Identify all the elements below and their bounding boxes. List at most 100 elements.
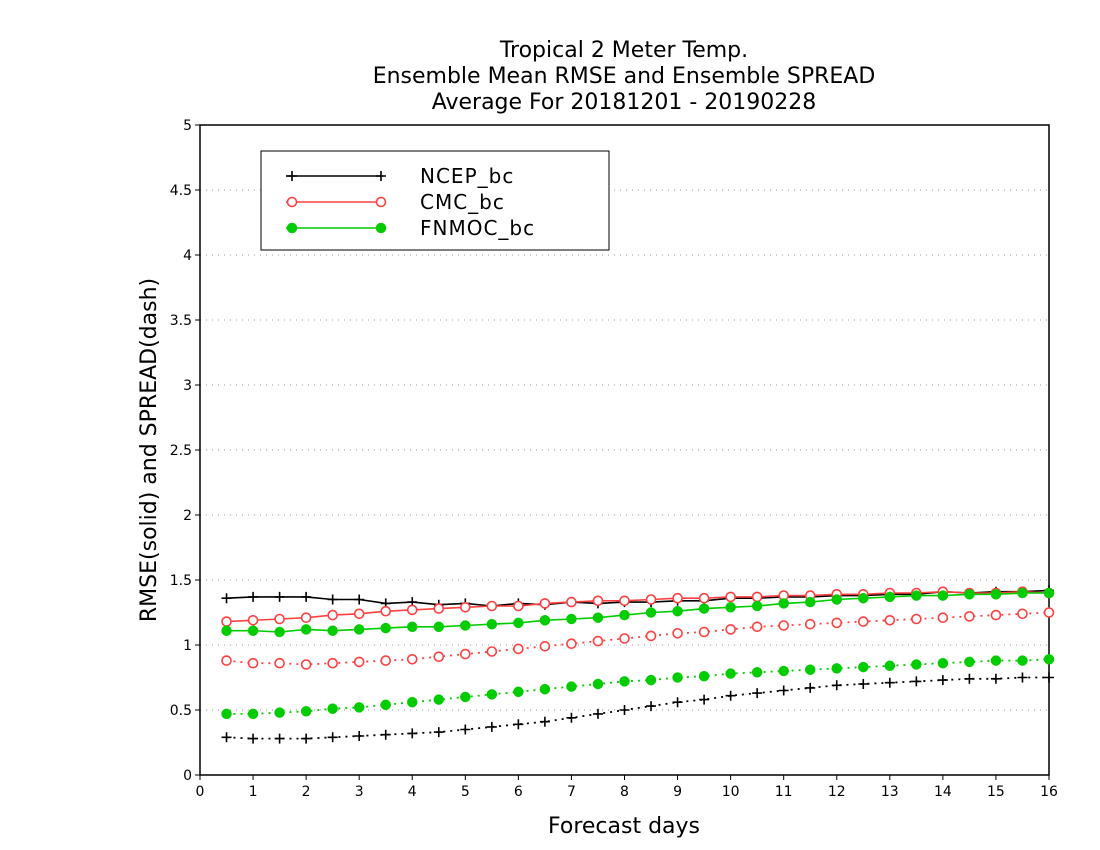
grid-lines — [200, 189, 1049, 711]
rmse-point — [858, 592, 869, 604]
spread-point — [884, 614, 896, 626]
x-axis-title: Forecast days — [548, 814, 700, 839]
title-line-1: Tropical 2 Meter Temp. — [499, 38, 748, 63]
x-tick-label: 2 — [302, 784, 311, 800]
rmse-point — [460, 620, 471, 631]
x-tick-label: 10 — [722, 784, 740, 800]
spread-point — [805, 682, 816, 693]
spread-point — [513, 686, 524, 698]
spread-point — [1017, 655, 1028, 666]
title-line-3: Average For 20181201 - 20190228 — [432, 90, 817, 115]
spread-point — [672, 697, 683, 708]
spread-point — [804, 618, 816, 630]
rmse-point — [539, 615, 551, 626]
spread-point — [486, 646, 498, 657]
spread-point — [698, 670, 710, 682]
spread-point — [539, 683, 551, 695]
spread-point — [248, 733, 259, 744]
spread-point — [937, 675, 948, 686]
rmse-point — [513, 600, 524, 612]
spread-point — [1017, 672, 1028, 683]
rmse-point — [433, 603, 445, 614]
rmse-point — [247, 614, 259, 626]
rmse-point — [486, 618, 498, 630]
rmse-point — [300, 624, 312, 635]
spread-point — [247, 657, 259, 669]
rmse-point — [804, 596, 816, 608]
spread-point — [831, 617, 843, 629]
spread-point — [752, 688, 763, 699]
spread-point — [513, 643, 524, 655]
rmse-point — [751, 591, 763, 603]
spread-point — [831, 680, 842, 691]
spread-point — [274, 707, 285, 718]
rmse-point — [274, 591, 285, 602]
spread-point — [725, 668, 736, 679]
y-tick-label: 3 — [183, 378, 192, 394]
spread-point — [884, 677, 895, 688]
legend-marker — [287, 171, 297, 181]
spread-point — [539, 716, 550, 727]
rmse-point — [964, 589, 975, 600]
rmse-point — [884, 591, 896, 603]
spread-point — [911, 613, 922, 625]
spread-point — [353, 656, 365, 668]
spread-line — [226, 658, 1050, 715]
spread-point — [300, 706, 312, 717]
rmse-point — [725, 591, 736, 603]
spread-point — [619, 705, 630, 715]
rmse-point — [778, 598, 789, 609]
spread-point — [407, 728, 418, 739]
legend-label: NCEP_bc — [420, 164, 514, 188]
rmse-point — [619, 609, 630, 621]
spread-point — [857, 616, 869, 627]
spread-point — [221, 655, 232, 666]
legend-marker — [375, 222, 387, 234]
spread-point — [619, 633, 630, 644]
spread-point — [327, 732, 338, 743]
spread-point — [725, 624, 736, 635]
x-tick-label: 9 — [673, 784, 682, 800]
x-tick-label: 3 — [355, 784, 364, 800]
rmse-point — [327, 625, 338, 636]
spread-point — [646, 701, 657, 712]
rmse-point — [221, 625, 232, 636]
spread-point — [592, 635, 604, 647]
spread-point — [778, 665, 789, 677]
y-tick-label: 4 — [183, 248, 192, 264]
spread-point — [751, 667, 763, 678]
y-tick-label: 3.5 — [170, 313, 192, 329]
legend-label: CMC_bc — [420, 190, 505, 214]
rmse-point — [407, 621, 418, 633]
spread-point — [964, 673, 975, 684]
spread-point — [858, 661, 869, 673]
rmse-point — [353, 608, 365, 620]
spread-point — [460, 648, 471, 660]
spread-point — [672, 627, 683, 639]
chart-title: Tropical 2 Meter Temp. Ensemble Mean RMS… — [373, 38, 876, 115]
series-NCEP_bc — [221, 585, 1054, 744]
y-axis-title: RMSE(solid) and SPREAD(dash) — [137, 278, 162, 622]
rmse-point — [406, 604, 418, 616]
x-tick-label: 16 — [1040, 784, 1058, 800]
rmse-point — [725, 602, 736, 613]
rmse-point — [911, 590, 922, 601]
rmse-point — [380, 622, 391, 634]
spread-point — [751, 621, 763, 633]
x-tick-label: 5 — [461, 784, 470, 800]
spread-point — [911, 676, 922, 687]
y-tick-label: 2.5 — [170, 443, 192, 459]
spread-point — [566, 681, 577, 692]
spread-point — [884, 660, 896, 672]
y-axis: 0 0.5 1 1.5 2 2.5 3 3.5 4 4.5 5 — [170, 118, 200, 784]
spread-point — [645, 630, 657, 642]
rmse-point — [645, 594, 657, 605]
rmse-point — [566, 613, 577, 625]
spread-point — [354, 731, 365, 741]
spread-point — [990, 655, 1002, 666]
spread-point — [221, 708, 232, 720]
x-tick-label: 7 — [567, 784, 576, 800]
rmse-point — [1043, 587, 1055, 599]
spread-point — [592, 708, 603, 719]
